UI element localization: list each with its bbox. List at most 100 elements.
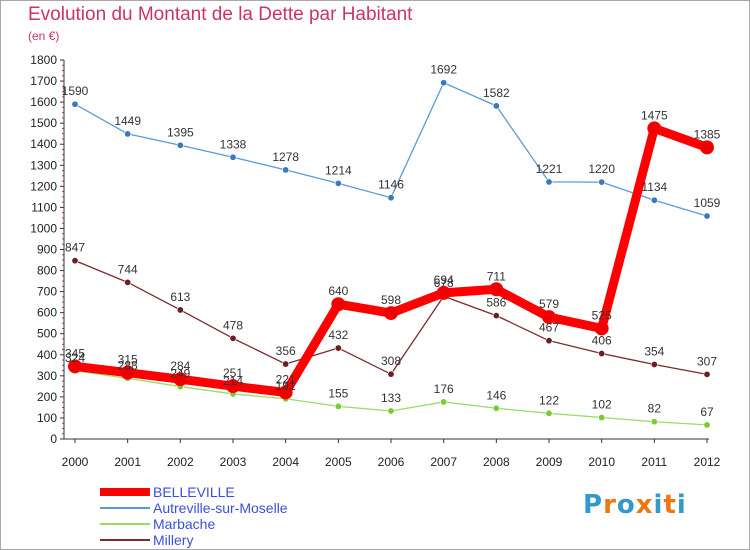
data-point-autreville-sur-moselle (387, 194, 395, 202)
y-tick-label: 900 (37, 243, 57, 257)
data-label-autreville-sur-moselle: 1134 (641, 180, 667, 194)
data-point-belleville (331, 297, 346, 312)
data-point-millery (598, 350, 606, 358)
legend-label-belleville: BELLEVILLE (153, 484, 235, 500)
legend-swatch-millery (100, 539, 150, 541)
y-tick-label: 400 (37, 348, 57, 362)
data-point-marbache (650, 418, 658, 426)
data-label-belleville: 579 (539, 297, 559, 311)
y-tick-label: 0 (50, 432, 57, 446)
data-label-belleville: 1475 (641, 108, 668, 122)
data-label-marbache: 155 (328, 386, 348, 400)
logo-letter: o (616, 490, 636, 520)
data-label-marbache: 176 (434, 382, 454, 396)
data-label-marbache: 133 (381, 391, 401, 405)
legend-label-autreville: Autreville-sur-Moselle (153, 500, 288, 516)
data-label-autreville-sur-moselle: 1146 (378, 178, 404, 192)
data-label-millery: 354 (644, 344, 664, 358)
data-label-marbache: 249 (170, 367, 190, 381)
data-point-belleville (120, 365, 135, 380)
y-tick-label: 200 (37, 390, 57, 404)
y-tick-label: 1800 (30, 53, 57, 67)
y-tick-label: 1100 (31, 200, 57, 214)
proxiti-logo: Proxiti (583, 490, 687, 520)
data-label-millery: 478 (223, 318, 243, 332)
data-label-belleville: 284 (170, 359, 190, 373)
logo-letter: P (583, 490, 604, 520)
data-point-millery (124, 278, 132, 286)
y-tick-label: 1500 (30, 116, 57, 130)
legend-label-marbache: Marbache (153, 516, 216, 532)
x-tick-label: 2008 (483, 455, 510, 469)
data-point-autreville-sur-moselle (229, 153, 237, 161)
data-label-marbache: 67 (700, 405, 714, 419)
data-point-belleville (542, 310, 556, 325)
legend-swatch-autreville (100, 507, 150, 509)
data-label-marbache: 288 (118, 358, 138, 372)
data-label-belleville: 598 (381, 293, 401, 307)
data-point-millery (545, 337, 553, 345)
data-label-marbache: 146 (486, 388, 506, 402)
data-label-autreville-sur-moselle: 1278 (272, 150, 299, 164)
data-label-marbache: 191 (276, 379, 296, 393)
x-tick-label: 2000 (62, 455, 89, 469)
data-point-millery (229, 334, 237, 342)
data-label-marbache: 102 (592, 398, 612, 412)
y-tick-label: 700 (37, 285, 57, 299)
data-point-autreville-sur-moselle (71, 100, 79, 108)
logo-letter: t (663, 490, 677, 520)
data-label-millery: 432 (328, 328, 348, 342)
data-point-belleville (700, 140, 714, 155)
data-point-belleville (489, 282, 504, 297)
data-label-marbache: 324 (65, 351, 85, 365)
y-tick-label: 300 (37, 369, 57, 383)
data-label-autreville-sur-moselle: 1449 (114, 114, 141, 128)
data-point-autreville-sur-moselle (598, 178, 606, 186)
series-layer (68, 79, 714, 429)
data-point-belleville (594, 321, 609, 336)
data-label-layer: 1590144913951338127812141146169215821221… (62, 63, 721, 419)
data-point-autreville-sur-moselle (650, 196, 658, 204)
data-point-millery (492, 312, 500, 320)
data-point-marbache (492, 404, 500, 412)
data-point-belleville (226, 379, 240, 394)
x-tick-label: 2005 (325, 455, 352, 469)
data-label-belleville: 525 (592, 308, 612, 322)
data-point-marbache (545, 409, 553, 417)
data-label-millery: 678 (434, 276, 454, 290)
data-label-autreville-sur-moselle: 1220 (588, 162, 615, 176)
data-point-millery (71, 257, 79, 265)
data-label-belleville: 1385 (694, 127, 721, 141)
data-label-belleville: 640 (328, 284, 348, 298)
data-point-autreville-sur-moselle (176, 141, 184, 149)
data-point-autreville-sur-moselle (492, 102, 500, 110)
data-label-belleville: 251 (223, 366, 243, 380)
data-label-millery: 308 (381, 354, 401, 368)
data-label-autreville-sur-moselle: 1582 (483, 86, 510, 100)
chart-title: Evolution du Montant de la Dette par Hab… (28, 4, 413, 25)
chart-subtitle: (en €) (28, 29, 60, 43)
x-tick-label: 2011 (641, 455, 667, 469)
legend-label-millery: Millery (153, 532, 194, 548)
data-label-belleville: 315 (118, 353, 138, 367)
data-point-belleville (278, 385, 293, 400)
x-tick-label: 2001 (114, 455, 141, 469)
x-tick-label: 2010 (588, 455, 615, 469)
data-label-millery: 744 (118, 262, 138, 276)
legend-swatch-belleville (100, 488, 150, 496)
data-label-marbache: 214 (223, 374, 243, 388)
data-label-millery: 586 (486, 296, 506, 310)
data-point-marbache (440, 398, 448, 406)
y-tick-label: 1300 (30, 158, 57, 172)
y-tick-label: 1600 (30, 95, 57, 109)
data-label-autreville-sur-moselle: 1590 (62, 84, 89, 98)
data-label-autreville-sur-moselle: 1221 (536, 162, 563, 176)
x-tick-label: 2009 (536, 455, 563, 469)
data-point-millery (176, 306, 184, 314)
data-point-autreville-sur-moselle (545, 178, 553, 186)
y-tick-label: 1200 (30, 179, 57, 193)
y-tick-label: 1700 (30, 74, 57, 88)
data-label-belleville: 221 (276, 372, 296, 386)
data-point-autreville-sur-moselle (282, 166, 290, 174)
